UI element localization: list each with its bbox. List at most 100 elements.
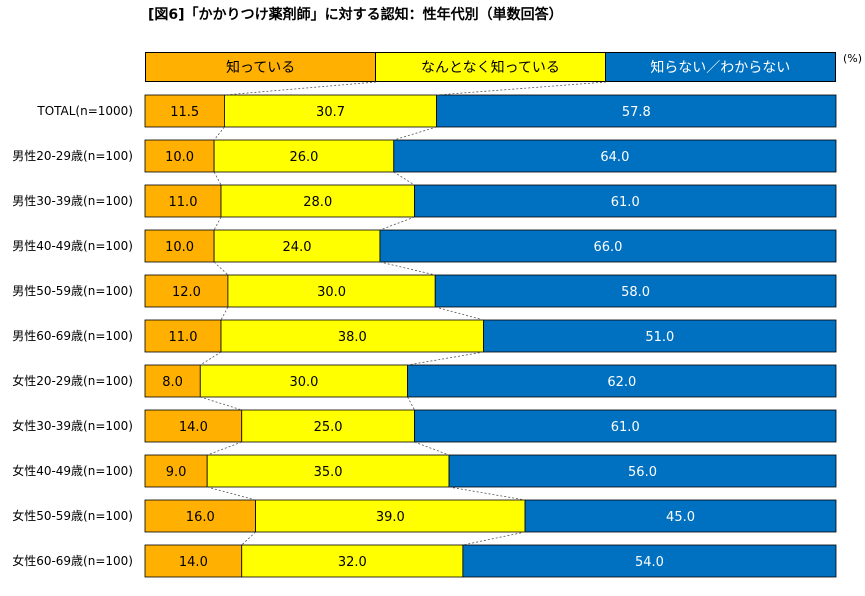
- bar-segment-somewhat-knows: [220, 319, 484, 353]
- data-label-somewhat-knows: 32.0: [338, 555, 367, 570]
- bar-segment-somewhat-knows: [213, 139, 395, 173]
- category-label: TOTAL(n=1000): [36, 104, 133, 118]
- bar-segment-does-not-know: [448, 454, 837, 488]
- category-label: 男性20-29歳(n=100): [12, 149, 133, 163]
- series-connector-line: [414, 441, 450, 456]
- bar-segment-somewhat-knows: [220, 184, 415, 218]
- bar-segment-knows: [144, 139, 215, 173]
- data-label-does-not-know: 61.0: [611, 420, 640, 435]
- bar-segment-somewhat-knows: [241, 409, 415, 443]
- bar-segment-knows: [144, 274, 229, 308]
- series-connector-line: [213, 171, 222, 186]
- data-label-somewhat-knows: 26.0: [289, 150, 318, 165]
- data-label-knows: 16.0: [186, 510, 215, 525]
- data-label-knows: 14.0: [179, 420, 208, 435]
- data-label-somewhat-knows: 39.0: [376, 510, 405, 525]
- series-connector-line: [393, 126, 437, 141]
- bar-segment-knows: [144, 544, 243, 578]
- series-connector-line: [213, 261, 229, 276]
- bar-segment-does-not-know: [393, 139, 837, 173]
- unit-label: (%): [843, 52, 863, 65]
- bar-segment-somewhat-knows: [227, 274, 436, 308]
- data-label-somewhat-knows: 38.0: [338, 330, 367, 345]
- series-connector-line: [200, 351, 222, 366]
- data-label-does-not-know: 64.0: [600, 150, 629, 165]
- data-label-does-not-know: 58.0: [621, 285, 650, 300]
- data-label-knows: 11.0: [169, 195, 198, 210]
- data-label-somewhat-knows: 25.0: [314, 420, 343, 435]
- data-label-knows: 11.5: [170, 105, 199, 120]
- category-label: 女性40-49歳(n=100): [12, 463, 133, 478]
- data-label-knows: 8.0: [162, 375, 183, 390]
- data-label-does-not-know: 62.0: [607, 375, 636, 390]
- bar-segment-does-not-know: [434, 274, 837, 308]
- series-connector-line: [379, 216, 415, 231]
- legend-item-does-not-know: 知らない／わからない: [605, 53, 835, 81]
- data-label-knows: 14.0: [179, 555, 208, 570]
- bar-segment-knows: [144, 409, 243, 443]
- data-label-knows: 9.0: [166, 465, 187, 480]
- bar-segment-somewhat-knows: [213, 229, 381, 263]
- data-label-does-not-know: 56.0: [628, 465, 657, 480]
- series-connector-line: [241, 531, 256, 546]
- bar-segment-somewhat-knows: [241, 544, 464, 578]
- data-label-somewhat-knows: 30.0: [289, 375, 318, 390]
- data-label-knows: 10.0: [165, 150, 194, 165]
- legend-item-knows: 知っている: [146, 53, 377, 81]
- data-label-knows: 12.0: [172, 285, 201, 300]
- series-connector-line: [393, 171, 415, 186]
- series-connector-line: [379, 261, 436, 276]
- category-label: 女性30-39歳(n=100): [12, 418, 133, 433]
- data-label-does-not-know: 61.0: [611, 195, 640, 210]
- bar-segment-does-not-know: [462, 544, 837, 578]
- series-connector-line: [207, 441, 242, 456]
- bar-segment-does-not-know: [483, 319, 837, 353]
- series-connector-line: [200, 396, 242, 411]
- bar-segment-does-not-know: [379, 229, 837, 263]
- data-label-somewhat-knows: 30.0: [317, 285, 346, 300]
- data-label-does-not-know: 51.0: [645, 330, 674, 345]
- series-connector-line: [213, 126, 225, 141]
- data-label-somewhat-knows: 35.0: [314, 465, 343, 480]
- bar-segment-does-not-know: [524, 499, 837, 533]
- bar-segment-knows: [144, 499, 256, 533]
- category-label: 女性20-29歳(n=100): [12, 373, 133, 388]
- category-label: 女性50-59歳(n=100): [12, 508, 133, 523]
- category-label: 女性60-69歳(n=100): [12, 553, 133, 568]
- bar-segment-does-not-know: [407, 364, 837, 398]
- series-connector-line: [407, 396, 415, 411]
- series-connector-line: [220, 306, 229, 321]
- data-label-somewhat-knows: 24.0: [283, 240, 312, 255]
- series-connector-line: [213, 216, 222, 231]
- legend: 知っている なんとなく知っている 知らない／わからない: [145, 52, 836, 82]
- series-connector-line: [407, 351, 484, 366]
- data-label-somewhat-knows: 30.7: [316, 105, 345, 120]
- bar-segment-does-not-know: [414, 184, 837, 218]
- data-label-does-not-know: 45.0: [666, 510, 695, 525]
- bar-segment-knows: [144, 229, 215, 263]
- chart-title: [図6]「かかりつけ薬剤師」に対する認知：性年代別（単数回答）: [148, 7, 563, 23]
- bar-segment-somewhat-knows: [206, 454, 450, 488]
- series-connector-line: [448, 486, 526, 501]
- bar-segment-somewhat-knows: [255, 499, 526, 533]
- bar-segment-does-not-know: [436, 94, 837, 128]
- data-label-somewhat-knows: 28.0: [303, 195, 332, 210]
- data-label-knows: 10.0: [165, 240, 194, 255]
- category-label: 男性60-69歳(n=100): [12, 329, 133, 343]
- series-connector-line: [224, 81, 377, 96]
- data-label-does-not-know: 57.8: [622, 105, 651, 120]
- series-connector-line: [462, 531, 526, 546]
- category-label: 男性50-59歳(n=100): [12, 284, 133, 298]
- bar-segment-knows: [144, 319, 222, 353]
- bar-segment-knows: [144, 364, 201, 398]
- bar-segment-knows: [144, 184, 222, 218]
- series-connector-line: [435, 306, 484, 321]
- data-label-does-not-know: 54.0: [635, 555, 664, 570]
- data-label-knows: 11.0: [169, 330, 198, 345]
- category-label: 男性40-49歳(n=100): [12, 239, 133, 253]
- series-connector-line: [207, 486, 256, 501]
- bar-segment-somewhat-knows: [199, 364, 408, 398]
- series-connector-line: [436, 81, 607, 96]
- category-label: 男性30-39歳(n=100): [12, 194, 133, 208]
